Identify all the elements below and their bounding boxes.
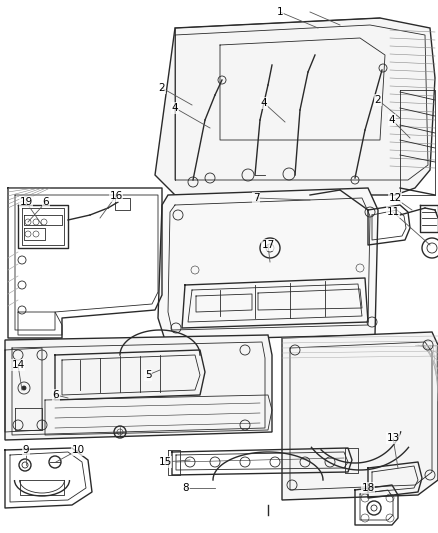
Text: 11: 11 bbox=[386, 207, 399, 217]
Text: 8: 8 bbox=[183, 483, 189, 493]
Text: 2: 2 bbox=[374, 95, 381, 105]
Polygon shape bbox=[282, 332, 438, 500]
Text: 13: 13 bbox=[386, 433, 399, 443]
Text: 15: 15 bbox=[159, 457, 172, 467]
Text: 19: 19 bbox=[19, 197, 32, 207]
Text: 1: 1 bbox=[277, 7, 283, 17]
Text: 4: 4 bbox=[389, 115, 396, 125]
Text: 16: 16 bbox=[110, 191, 123, 201]
Text: 9: 9 bbox=[23, 445, 29, 455]
Polygon shape bbox=[155, 18, 435, 195]
Text: 14: 14 bbox=[11, 360, 25, 370]
Text: 4: 4 bbox=[172, 103, 178, 113]
Circle shape bbox=[22, 386, 26, 390]
Text: 2: 2 bbox=[159, 83, 165, 93]
Text: 18: 18 bbox=[361, 483, 374, 493]
Text: 6: 6 bbox=[53, 390, 59, 400]
Text: 6: 6 bbox=[42, 197, 49, 207]
Polygon shape bbox=[158, 188, 378, 340]
Text: 12: 12 bbox=[389, 193, 402, 203]
Text: 17: 17 bbox=[261, 240, 275, 250]
Text: 5: 5 bbox=[145, 370, 151, 380]
Text: 10: 10 bbox=[71, 445, 85, 455]
Polygon shape bbox=[5, 335, 272, 440]
Text: 7: 7 bbox=[253, 193, 259, 203]
Text: 4: 4 bbox=[261, 98, 267, 108]
